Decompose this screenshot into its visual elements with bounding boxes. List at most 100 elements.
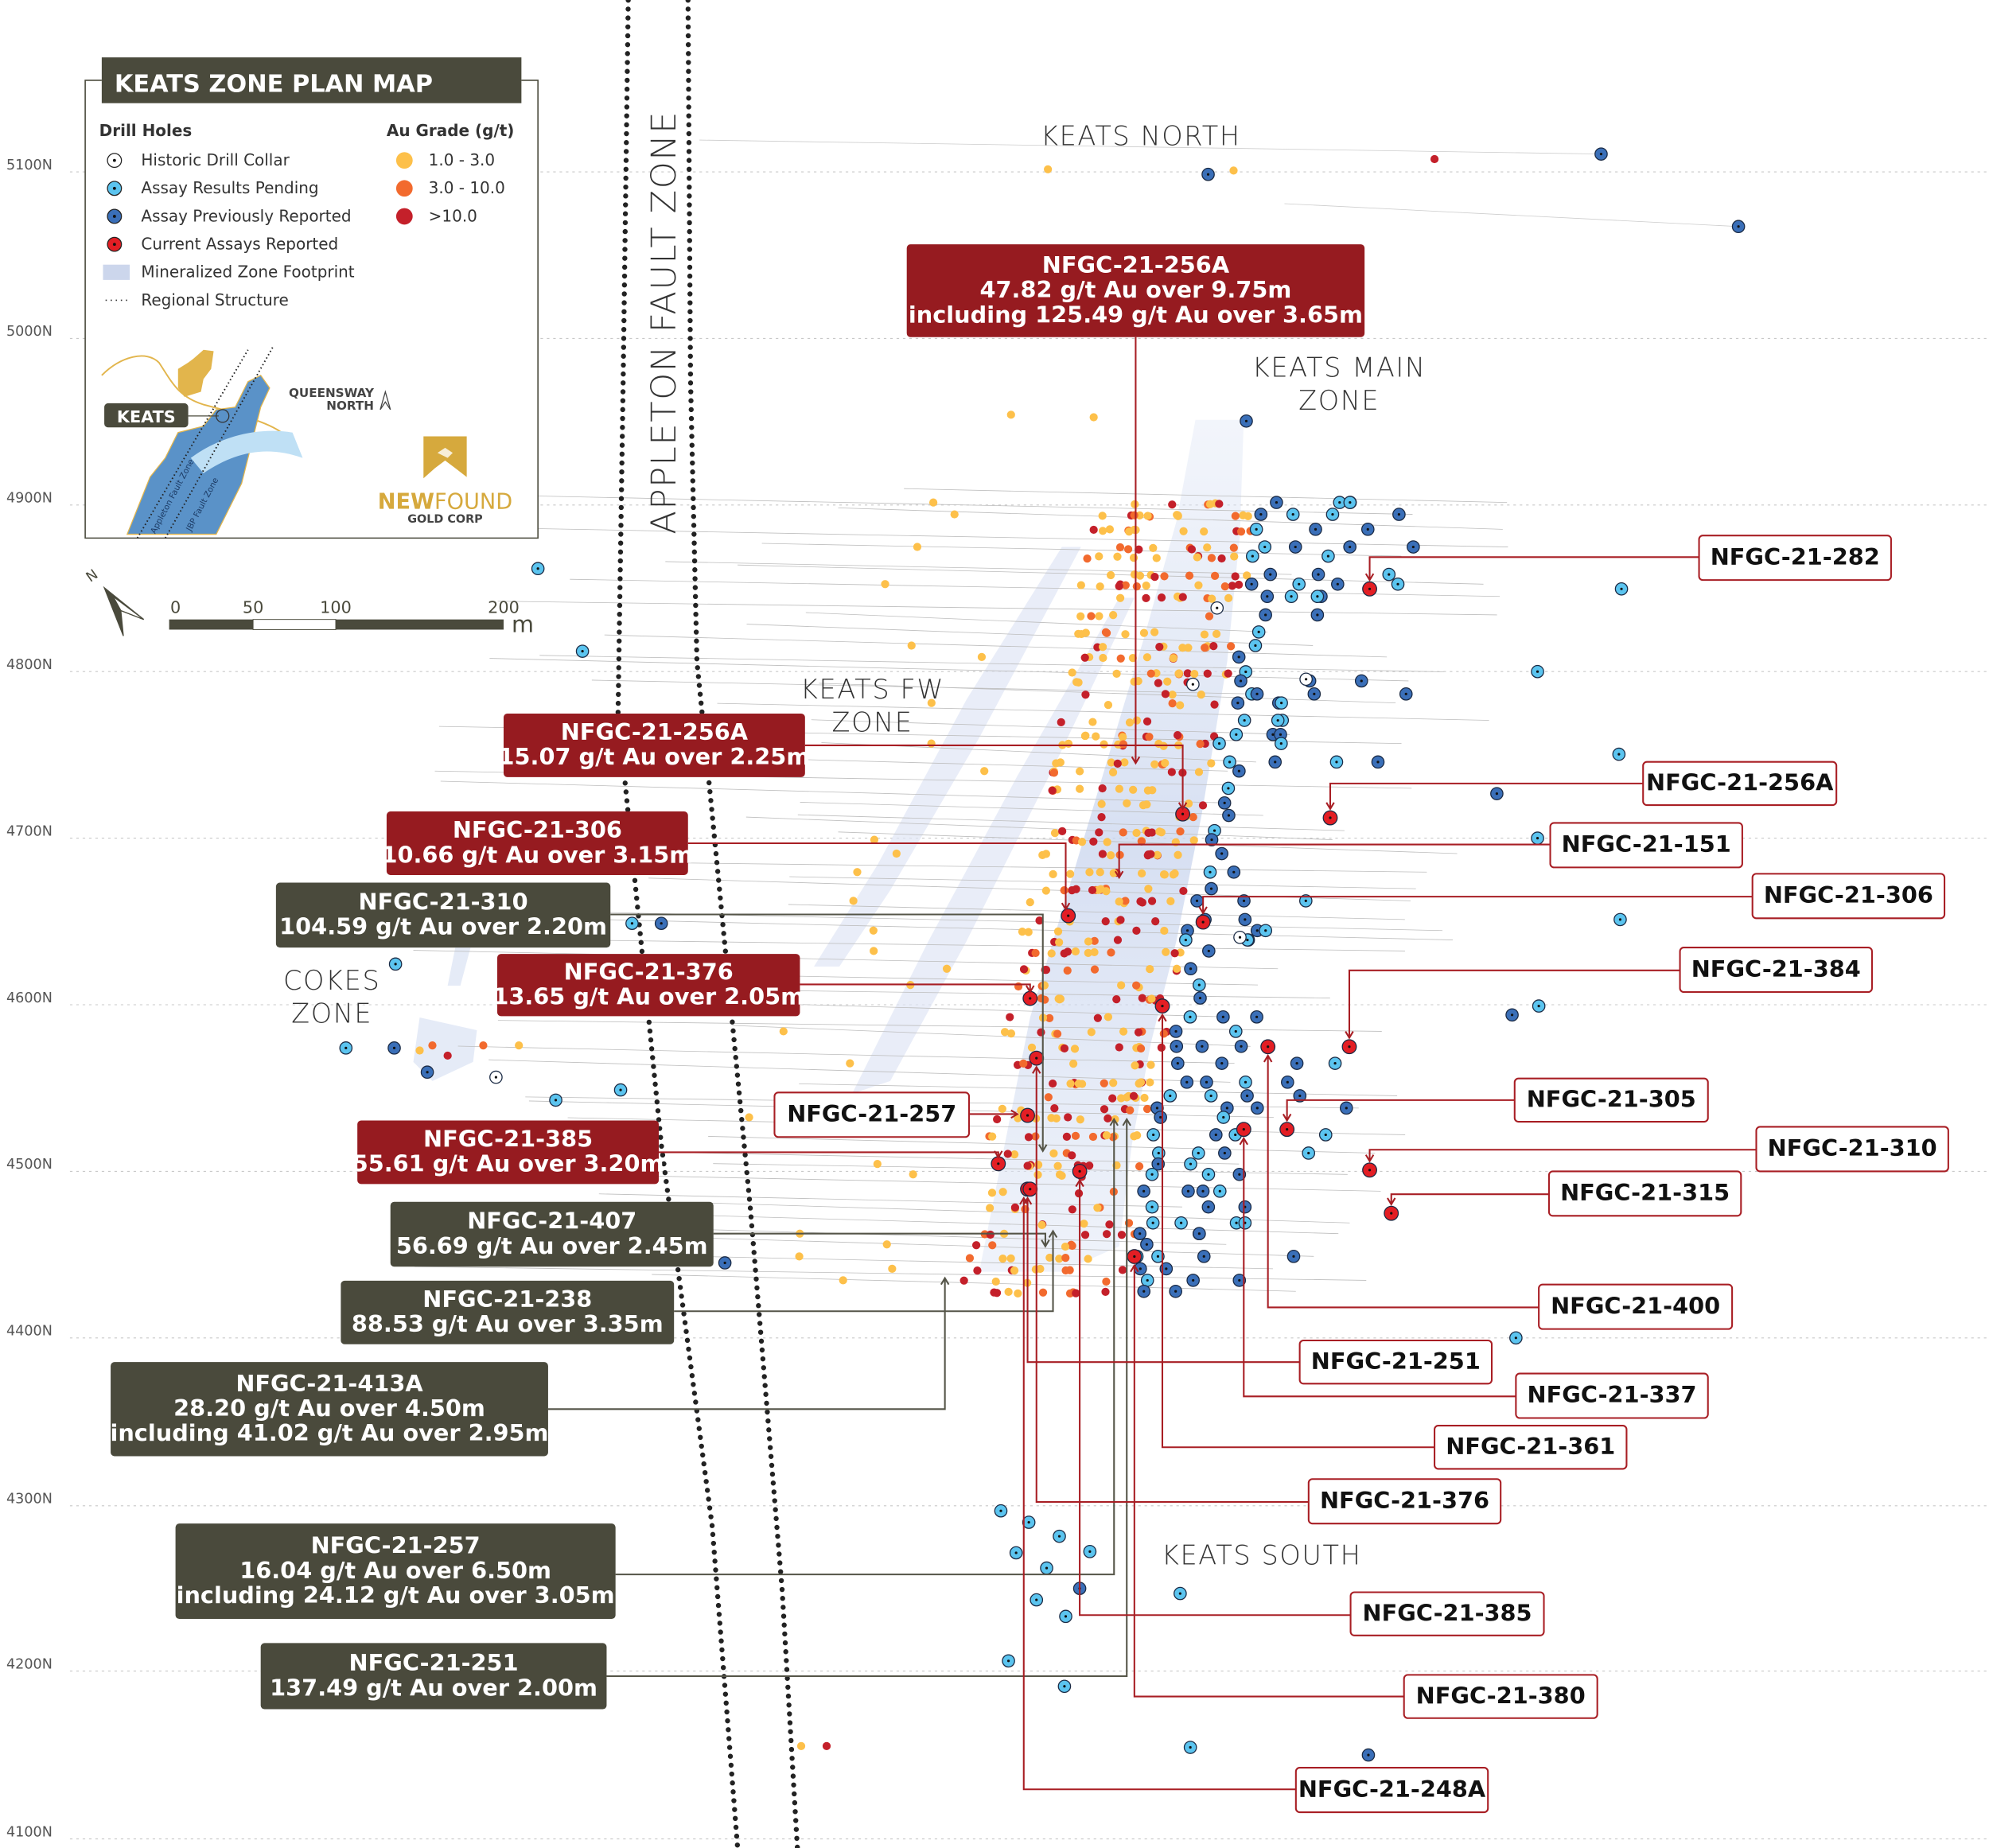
callout-leaders [547, 337, 1757, 1791]
callout-nfgc-21-306[interactable]: NFGC-21-306 [1751, 873, 1946, 920]
assay-dot [1183, 669, 1192, 678]
assay-dot [1147, 897, 1157, 905]
arrowhead-icon [1010, 1109, 1019, 1119]
assay-dot [1090, 947, 1099, 957]
assay-dot [1226, 642, 1236, 651]
arrowhead-icon [994, 1150, 1003, 1159]
assay-dot [1121, 581, 1130, 589]
zone-keats-main-1: KEATS MAIN [1252, 352, 1427, 383]
callout-leader-line [1286, 1099, 1515, 1121]
assay-dot [1194, 768, 1204, 776]
assay-dot [1006, 1013, 1014, 1021]
callout-nfgc-21-151[interactable]: NFGC-21-151 [1549, 822, 1743, 869]
assay-dot [987, 1189, 997, 1197]
assay-dot [1031, 948, 1040, 958]
assay-dot [1157, 1043, 1166, 1052]
callout-nfgc-21-384[interactable]: NFGC-21-384 [1679, 947, 1873, 994]
callout-nfgc-21-385[interactable]: NFGC-21-385 [1349, 1591, 1545, 1636]
callout-hole-id: NFGC-21-400 [1551, 1292, 1720, 1319]
assay-dot [1045, 1253, 1054, 1262]
assay-dot [1113, 759, 1122, 768]
legend-grade-label: >10.0 [429, 206, 477, 225]
callout-nfgc-21-380[interactable]: NFGC-21-380 [1403, 1674, 1598, 1719]
assay-dot [1000, 1028, 1010, 1037]
assay-dot [1019, 965, 1029, 974]
legend-title-bar [101, 57, 522, 103]
assay-dot [986, 1230, 994, 1239]
callout-leader-line [1118, 843, 1551, 878]
northing-label: 4500N [6, 1157, 53, 1173]
callout-nfgc-21-361[interactable]: NFGC-21-361 [1434, 1425, 1628, 1470]
assay-dot [1135, 545, 1143, 554]
assay-dot [1210, 571, 1220, 581]
callout-nfgc-21-315[interactable]: NFGC-21-315 [1547, 1170, 1742, 1217]
assay-dot [1072, 1289, 1080, 1297]
assay-dot [1159, 870, 1169, 879]
assay-dot [869, 926, 878, 935]
northing-label: 4900N [6, 491, 53, 507]
callout-nfgc-21-257[interactable]: NFGC-21-257 [773, 1091, 971, 1138]
assay-dot [927, 698, 936, 707]
arrowhead-icon [1122, 1117, 1131, 1126]
assay-dot [1170, 869, 1179, 878]
assay-dot [1121, 630, 1130, 639]
arrowhead-icon [1075, 1178, 1084, 1188]
assay-dot [1038, 850, 1047, 859]
legend-grade-swatch [395, 152, 413, 169]
assay-dot [1077, 838, 1087, 846]
assay-dot [1061, 1266, 1070, 1275]
arrowhead-icon [1158, 1013, 1167, 1022]
callout-box [503, 713, 805, 777]
assay-dot [1068, 885, 1076, 895]
assay-dot [1098, 784, 1107, 793]
assay-dot [1430, 154, 1439, 164]
assay-dot [1231, 572, 1240, 581]
assay-dot [1115, 1043, 1123, 1052]
assay-dot [1120, 758, 1129, 767]
callout-nfgc-21-256a[interactable]: NFGC-21-256A [1642, 761, 1838, 807]
assay-dot [1119, 828, 1127, 837]
assay-dot [1072, 678, 1081, 687]
callout-nfgc-21-400[interactable]: NFGC-21-400 [1538, 1283, 1734, 1330]
callout-nfgc-21-282[interactable]: NFGC-21-282 [1698, 535, 1892, 582]
callout-leader-line [1161, 1014, 1435, 1449]
arrowhead-icon [1364, 573, 1375, 582]
assay-dot [1130, 677, 1139, 687]
callout-nfgc-21-305[interactable]: NFGC-21-305 [1513, 1077, 1709, 1123]
callout-nfgc-21-376[interactable]: NFGC-21-376 [1307, 1478, 1502, 1525]
assay-dot [1150, 760, 1159, 768]
assay-dot [1161, 690, 1170, 698]
assay-dot [1147, 828, 1157, 837]
callout-hole-id: NFGC-21-251 [1311, 1348, 1481, 1375]
assay-dot [1179, 886, 1188, 896]
callout-nfgc-21-248a[interactable]: NFGC-21-248A [1294, 1767, 1489, 1814]
arrowhead-icon [1198, 906, 1208, 915]
assay-dot [1146, 964, 1154, 974]
assay-dot [971, 1241, 981, 1250]
assay-dot [1174, 669, 1183, 678]
assay-dot [1090, 936, 1099, 945]
assay-dot [1138, 898, 1146, 907]
callout-nfgc-21-251[interactable]: NFGC-21-251 [1298, 1339, 1493, 1385]
assay-dot [1149, 543, 1158, 552]
callout-nfgc-21-310[interactable]: NFGC-21-310 [1755, 1126, 1949, 1173]
assay-dot [1160, 572, 1169, 581]
cokes-footprint-2 [447, 947, 471, 986]
assay-dot [882, 1240, 891, 1249]
assay-dot [1153, 850, 1162, 859]
callout-nfgc-21-337[interactable]: NFGC-21-337 [1515, 1372, 1709, 1419]
assay-dot [1194, 581, 1203, 589]
assay-dot [1101, 1287, 1110, 1296]
